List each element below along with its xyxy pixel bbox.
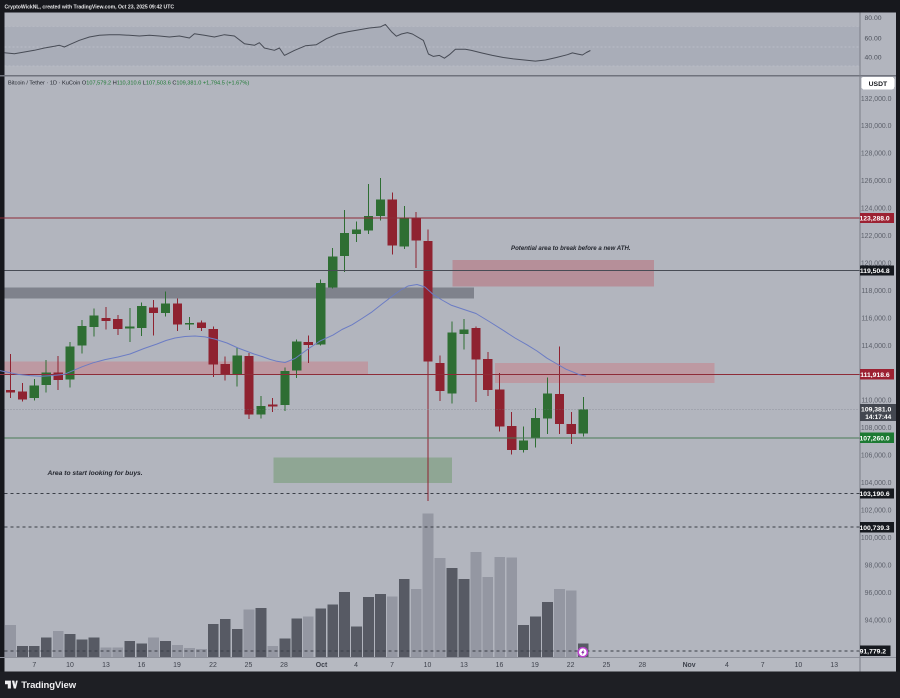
svg-text:22: 22 [209, 662, 217, 669]
svg-text:40.00: 40.00 [865, 55, 882, 62]
svg-text:102,000.0: 102,000.0 [861, 508, 892, 515]
svg-text:104,000.0: 104,000.0 [861, 480, 892, 487]
svg-text:108,000.0: 108,000.0 [861, 425, 892, 432]
svg-text:Potential area to break before: Potential area to break before a new ATH… [511, 245, 631, 252]
svg-text:16: 16 [496, 662, 504, 669]
svg-text:109,381.0: 109,381.0 [861, 406, 891, 413]
svg-text:Area to start looking for buys: Area to start looking for buys. [47, 470, 143, 477]
svg-text:16: 16 [138, 662, 146, 669]
svg-text:80.00: 80.00 [865, 15, 882, 22]
svg-text:110,000.0: 110,000.0 [861, 398, 891, 405]
svg-text:13: 13 [460, 662, 468, 669]
svg-text:Bitcoin / Tether · 1D · KuCoin: Bitcoin / Tether · 1D · KuCoin O107,579.… [8, 80, 249, 86]
svg-text:132,000.0: 132,000.0 [861, 96, 892, 103]
svg-text:123,288.0: 123,288.0 [859, 216, 889, 223]
svg-text:19: 19 [173, 662, 181, 669]
svg-text:111,918.6: 111,918.6 [860, 372, 890, 379]
svg-text:130,000.0: 130,000.0 [861, 123, 892, 130]
svg-text:96,000.0: 96,000.0 [865, 590, 892, 597]
svg-text:94,000.0: 94,000.0 [865, 617, 892, 624]
svg-text:CryptoWickNL, created with Tra: CryptoWickNL, created with TradingView.c… [5, 5, 175, 11]
svg-text:19: 19 [531, 662, 539, 669]
svg-text:60.00: 60.00 [865, 35, 882, 42]
svg-text:7: 7 [390, 662, 394, 669]
svg-text:120,000.0: 120,000.0 [861, 261, 892, 268]
svg-text:TradingView: TradingView [21, 680, 76, 691]
svg-text:4: 4 [354, 662, 358, 669]
svg-text:103,190.6: 103,190.6 [859, 491, 889, 498]
svg-text:126,000.0: 126,000.0 [861, 178, 892, 185]
svg-text:13: 13 [830, 662, 838, 669]
svg-text:100,739.3: 100,739.3 [859, 525, 889, 532]
svg-text:USDT: USDT [869, 81, 888, 88]
svg-text:28: 28 [638, 662, 646, 669]
svg-text:107,260.0: 107,260.0 [859, 436, 889, 443]
svg-text:128,000.0: 128,000.0 [861, 151, 892, 158]
svg-text:22: 22 [567, 662, 575, 669]
svg-text:10: 10 [424, 662, 432, 669]
svg-text:13: 13 [102, 662, 110, 669]
svg-text:10: 10 [795, 662, 803, 669]
svg-text:124,000.0: 124,000.0 [861, 206, 892, 213]
svg-text:7: 7 [32, 662, 36, 669]
svg-text:4: 4 [725, 662, 729, 669]
svg-text:106,000.0: 106,000.0 [861, 453, 892, 460]
svg-text:25: 25 [245, 662, 253, 669]
svg-text:119,504.8: 119,504.8 [860, 268, 890, 275]
svg-text:7: 7 [761, 662, 765, 669]
svg-text:14:17:44: 14:17:44 [865, 414, 891, 421]
svg-text:Nov: Nov [683, 662, 696, 669]
svg-text:100,000.0: 100,000.0 [861, 535, 892, 542]
svg-text:122,000.0: 122,000.0 [861, 233, 892, 240]
svg-text:91,779.2: 91,779.2 [860, 649, 887, 656]
svg-text:28: 28 [280, 662, 288, 669]
svg-text:114,000.0: 114,000.0 [861, 343, 891, 350]
svg-text:118,000.0: 118,000.0 [861, 288, 891, 295]
svg-text:25: 25 [603, 662, 611, 669]
svg-text:98,000.0: 98,000.0 [865, 562, 892, 569]
svg-text:Oct: Oct [316, 662, 328, 669]
svg-text:10: 10 [66, 662, 74, 669]
svg-text:116,000.0: 116,000.0 [861, 315, 891, 322]
